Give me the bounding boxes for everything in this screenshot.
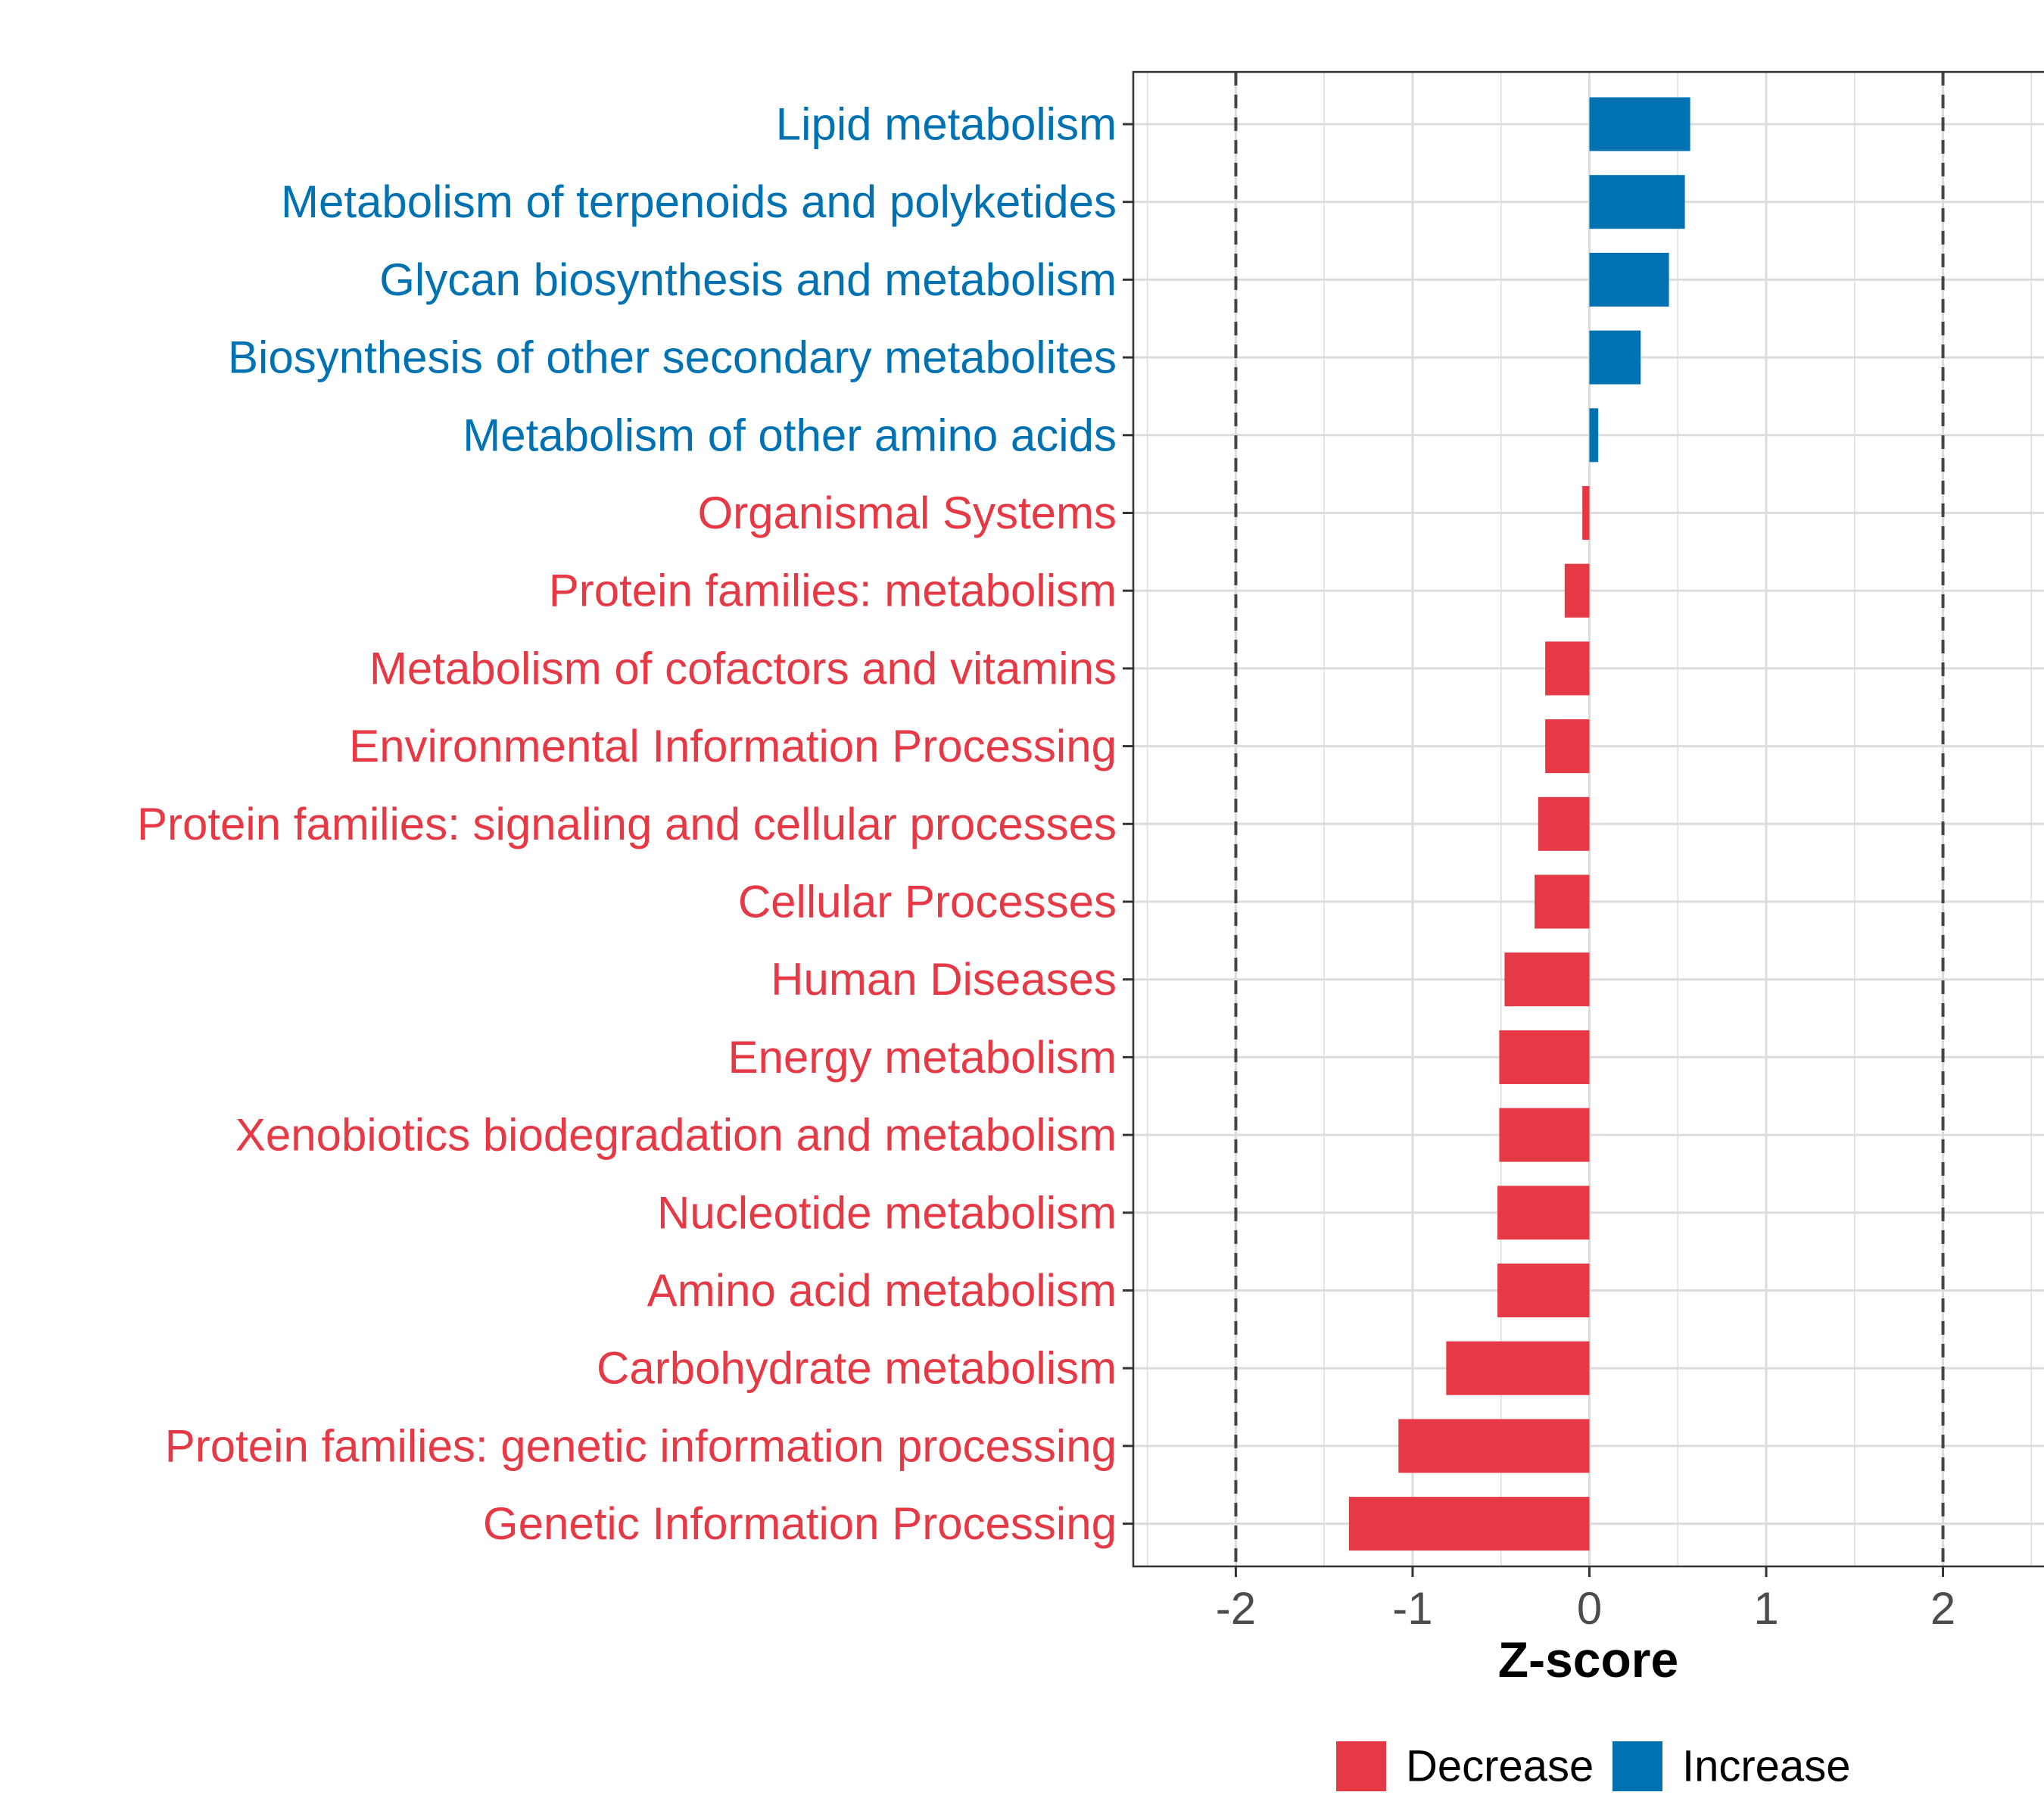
- y-tick-label: Cellular Processes: [738, 877, 1117, 927]
- y-axis: Lipid metabolism Metabolism of terpenoids…: [137, 99, 1133, 1549]
- y-tick-label: Organismal Systems: [698, 488, 1117, 538]
- x-tick-label: -2: [1216, 1583, 1256, 1634]
- legend-swatch-decrease: [1336, 1741, 1386, 1791]
- legend-swatch-increase: [1612, 1741, 1662, 1791]
- bar-0: [1589, 97, 1690, 151]
- legend-label-increase: Increase: [1682, 1742, 1850, 1791]
- bar-12: [1499, 1030, 1590, 1084]
- y-tick-label: Metabolism of cofactors and vitamins: [369, 643, 1117, 693]
- y-tick-label: Carbohydrate metabolism: [597, 1343, 1117, 1394]
- bar-9: [1538, 796, 1590, 851]
- bar-16: [1446, 1341, 1590, 1395]
- bar-11: [1504, 952, 1590, 1007]
- x-axis: -2 -1 0 1 2: [1216, 1566, 1955, 1634]
- x-tick-label: -1: [1392, 1583, 1432, 1634]
- y-tick-label: Protein families: genetic information pr…: [165, 1420, 1117, 1471]
- x-tick-label: 1: [1753, 1583, 1778, 1634]
- y-tick-label: Nucleotide metabolism: [657, 1187, 1117, 1238]
- bar-13: [1499, 1108, 1590, 1162]
- y-tick-label: Glycan biosynthesis and metabolism: [379, 254, 1117, 305]
- y-tick-label: Human Diseases: [771, 954, 1117, 1005]
- bar-17: [1398, 1419, 1590, 1473]
- y-tick-label: Protein families: signaling and cellular…: [137, 799, 1117, 849]
- y-tick-label: Biosynthesis of other secondary metaboli…: [228, 332, 1117, 383]
- bar-8: [1545, 719, 1590, 774]
- y-tick-label: Metabolism of other amino acids: [463, 410, 1117, 460]
- y-tick-label: Lipid metabolism: [776, 99, 1117, 150]
- bar-1: [1589, 175, 1685, 229]
- bar-3: [1589, 330, 1641, 385]
- bar-2: [1589, 252, 1669, 307]
- x-axis-title: Z-score: [1498, 1632, 1678, 1688]
- legend-label-decrease: Decrease: [1406, 1742, 1594, 1791]
- y-tick-label: Amino acid metabolism: [647, 1265, 1117, 1316]
- y-tick-label: Genetic Information Processing: [483, 1498, 1117, 1549]
- bar-4: [1589, 408, 1599, 463]
- legend: Decrease Increase: [1336, 1741, 1850, 1791]
- bars: [1348, 97, 1690, 1551]
- bar-14: [1497, 1186, 1590, 1240]
- y-tick-label: Protein families: metabolism: [549, 566, 1117, 616]
- bar-10: [1535, 874, 1590, 929]
- x-tick-label: 2: [1930, 1583, 1955, 1634]
- bar-5: [1582, 486, 1590, 540]
- y-tick-label: Environmental Information Processing: [349, 721, 1117, 771]
- y-tick-label: Xenobiotics biodegradation and metabolis…: [235, 1110, 1117, 1161]
- y-tick-label: Energy metabolism: [728, 1032, 1117, 1083]
- bar-15: [1497, 1264, 1590, 1317]
- x-tick-label: 0: [1577, 1583, 1602, 1634]
- y-tick-label: Metabolism of terpenoids and polyketides: [281, 176, 1117, 227]
- bar-18: [1348, 1497, 1590, 1551]
- bar-7: [1545, 641, 1590, 696]
- bar-6: [1564, 563, 1590, 618]
